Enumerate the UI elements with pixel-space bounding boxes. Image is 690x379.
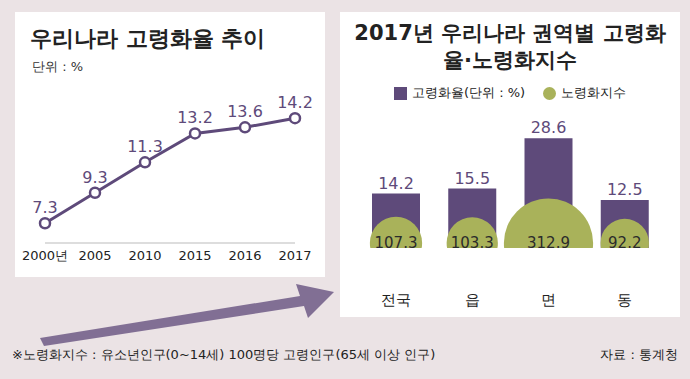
html-text:우리나라 고령화율 추이: 우리나라 고령화율 추이 (30, 26, 266, 51)
svg-text:103.3: 103.3 (451, 234, 494, 252)
svg-text:2005: 2005 (78, 248, 111, 263)
svg-text:2017: 2017 (278, 248, 311, 263)
svg-text:107.3: 107.3 (375, 234, 418, 252)
svg-text:2016: 2016 (228, 248, 261, 263)
svg-text:2015: 2015 (178, 248, 211, 263)
svg-text:14.2: 14.2 (277, 93, 313, 112)
html-text:노령화지수: 노령화지수 (561, 85, 627, 100)
html-text:자료 : 통계청: 자료 : 통계청 (600, 347, 678, 362)
svg-text:11.3: 11.3 (127, 137, 163, 156)
svg-text:동: 동 (617, 291, 632, 309)
svg-text:면: 면 (541, 291, 556, 309)
svg-text:7.3: 7.3 (32, 198, 57, 217)
svg-text:2010: 2010 (128, 248, 161, 263)
svg-text:9.3: 9.3 (82, 168, 107, 187)
html-text:※노령화지수 : 유소년인구(0~14세) 100명당 고령: ※노령화지수 : 유소년인구(0~14세) 100명당 고령인구(65세 이상 … (12, 347, 436, 362)
svg-text:13.2: 13.2 (177, 108, 213, 127)
svg-text:15.5: 15.5 (454, 169, 490, 188)
svg-text:312.9: 312.9 (527, 234, 570, 252)
html-text:단위 : %: 단위 : % (32, 59, 83, 74)
svg-text:14.2: 14.2 (378, 174, 414, 193)
svg-text:전국: 전국 (381, 291, 411, 309)
svg-text:13.6: 13.6 (227, 102, 263, 121)
svg-text:92.2: 92.2 (608, 234, 641, 252)
svg-text:28.6: 28.6 (531, 118, 567, 137)
html-text:고령화율(단위 : %): 고령화율(단위 : %) (411, 85, 526, 100)
svg-text:2000년: 2000년 (22, 248, 68, 263)
svg-text:12.5: 12.5 (607, 180, 643, 199)
html-text:2017년 우리나라 권역별 고령화율·노령화지수: 2017년 우리나라 권역별 고령화율·노령화지수 (354, 21, 666, 72)
svg-text:읍: 읍 (465, 291, 480, 309)
